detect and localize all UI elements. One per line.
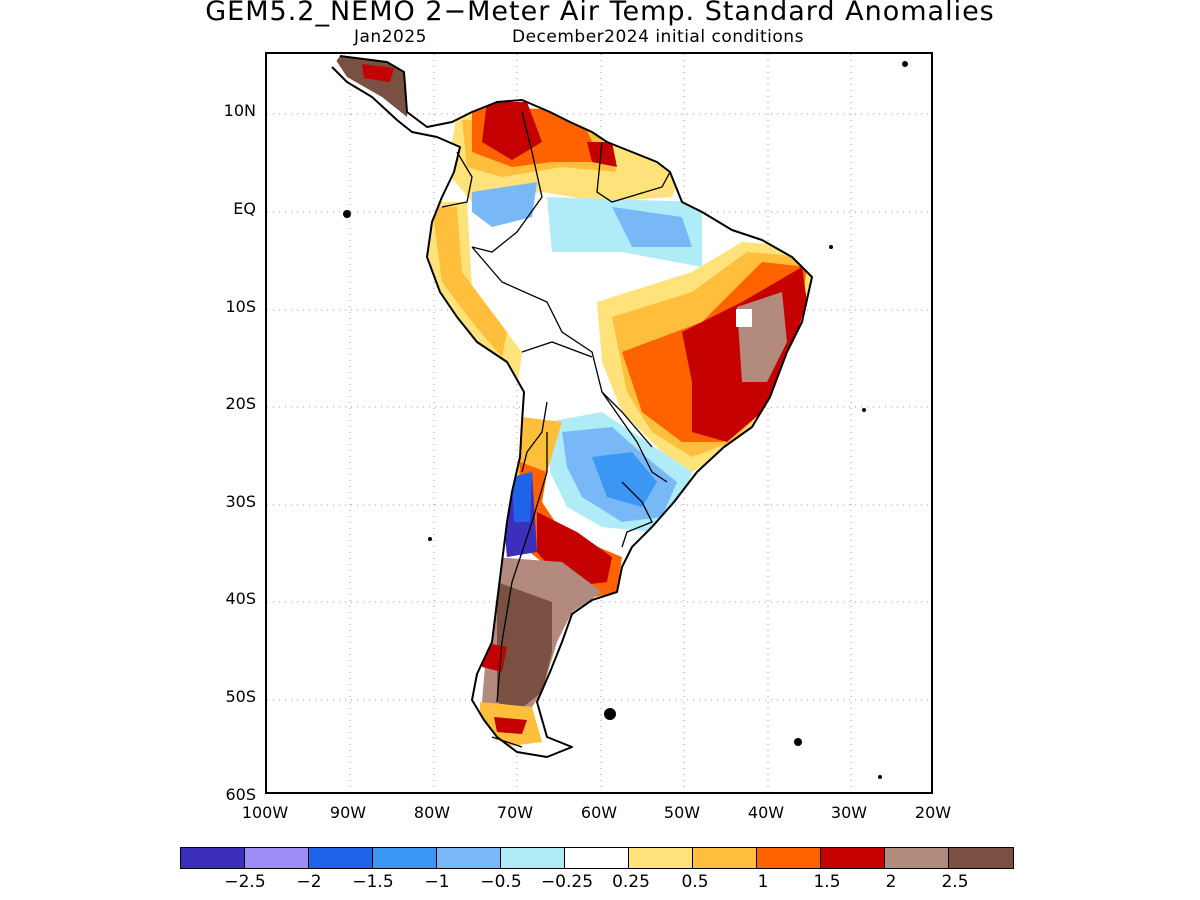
lat-label-eq: EQ	[233, 199, 256, 218]
lon-label-60w: 60W	[580, 803, 618, 822]
lon-label-40w: 40W	[747, 803, 785, 822]
lon-label-100w: 100W	[241, 803, 289, 822]
colorbar-swatch	[629, 848, 693, 868]
colorbar-swatch	[757, 848, 821, 868]
anomaly-shading	[332, 56, 812, 757]
colorbar-label: −2.5	[224, 872, 266, 892]
coastlines	[331, 55, 813, 758]
lon-label-80w: 80W	[413, 803, 451, 822]
lon-label-30w: 30W	[830, 803, 868, 822]
colorbar-label: 1.5	[813, 872, 841, 892]
lon-label-50w: 50W	[663, 803, 701, 822]
colorbar-label: −0.5	[480, 872, 522, 892]
lat-label-60s: 60S	[225, 785, 256, 804]
colorbar-label: 0.25	[612, 872, 650, 892]
colorbar	[180, 847, 1014, 869]
lat-label-40s: 40S	[225, 589, 256, 608]
initial-conditions: December2024 initial conditions	[512, 27, 804, 47]
colorbar-swatch	[309, 848, 373, 868]
lon-label-70w: 70W	[496, 803, 534, 822]
colorbar-swatch	[821, 848, 885, 868]
colorbar-swatch	[181, 848, 245, 868]
colorbar-swatch	[885, 848, 949, 868]
map-panel	[265, 52, 933, 794]
lat-label-10n: 10N	[223, 101, 256, 120]
colorbar-swatch	[437, 848, 501, 868]
country-borders	[441, 111, 671, 748]
colorbar-label: 2.5	[941, 872, 969, 892]
lon-label-90w: 90W	[329, 803, 367, 822]
colorbar-label: 0.5	[681, 872, 709, 892]
map-title: GEM5.2_NEMO 2−Meter Air Temp. Standard A…	[205, 0, 995, 27]
colorbar-label: 2	[885, 872, 897, 892]
colorbar-label: −1.5	[352, 872, 394, 892]
colorbar-swatch	[565, 848, 629, 868]
colorbar-swatch	[245, 848, 309, 868]
colorbar-label: −0.25	[540, 872, 594, 892]
colorbar-swatch	[693, 848, 757, 868]
lon-label-20w: 20W	[914, 803, 952, 822]
colorbar-label: −2	[296, 872, 322, 892]
forecast-month: Jan2025	[354, 27, 427, 47]
colorbar-label: −1	[424, 872, 450, 892]
colorbar-swatch	[949, 848, 1013, 868]
anomaly-map	[267, 54, 931, 792]
colorbar-label: 1	[757, 872, 769, 892]
lat-label-50s: 50S	[225, 687, 256, 706]
islands	[343, 61, 908, 779]
lat-label-10s: 10S	[225, 297, 256, 316]
lat-label-30s: 30S	[225, 492, 256, 511]
colorbar-swatch	[501, 848, 565, 868]
lat-label-20s: 20S	[225, 394, 256, 413]
colorbar-swatch	[373, 848, 437, 868]
